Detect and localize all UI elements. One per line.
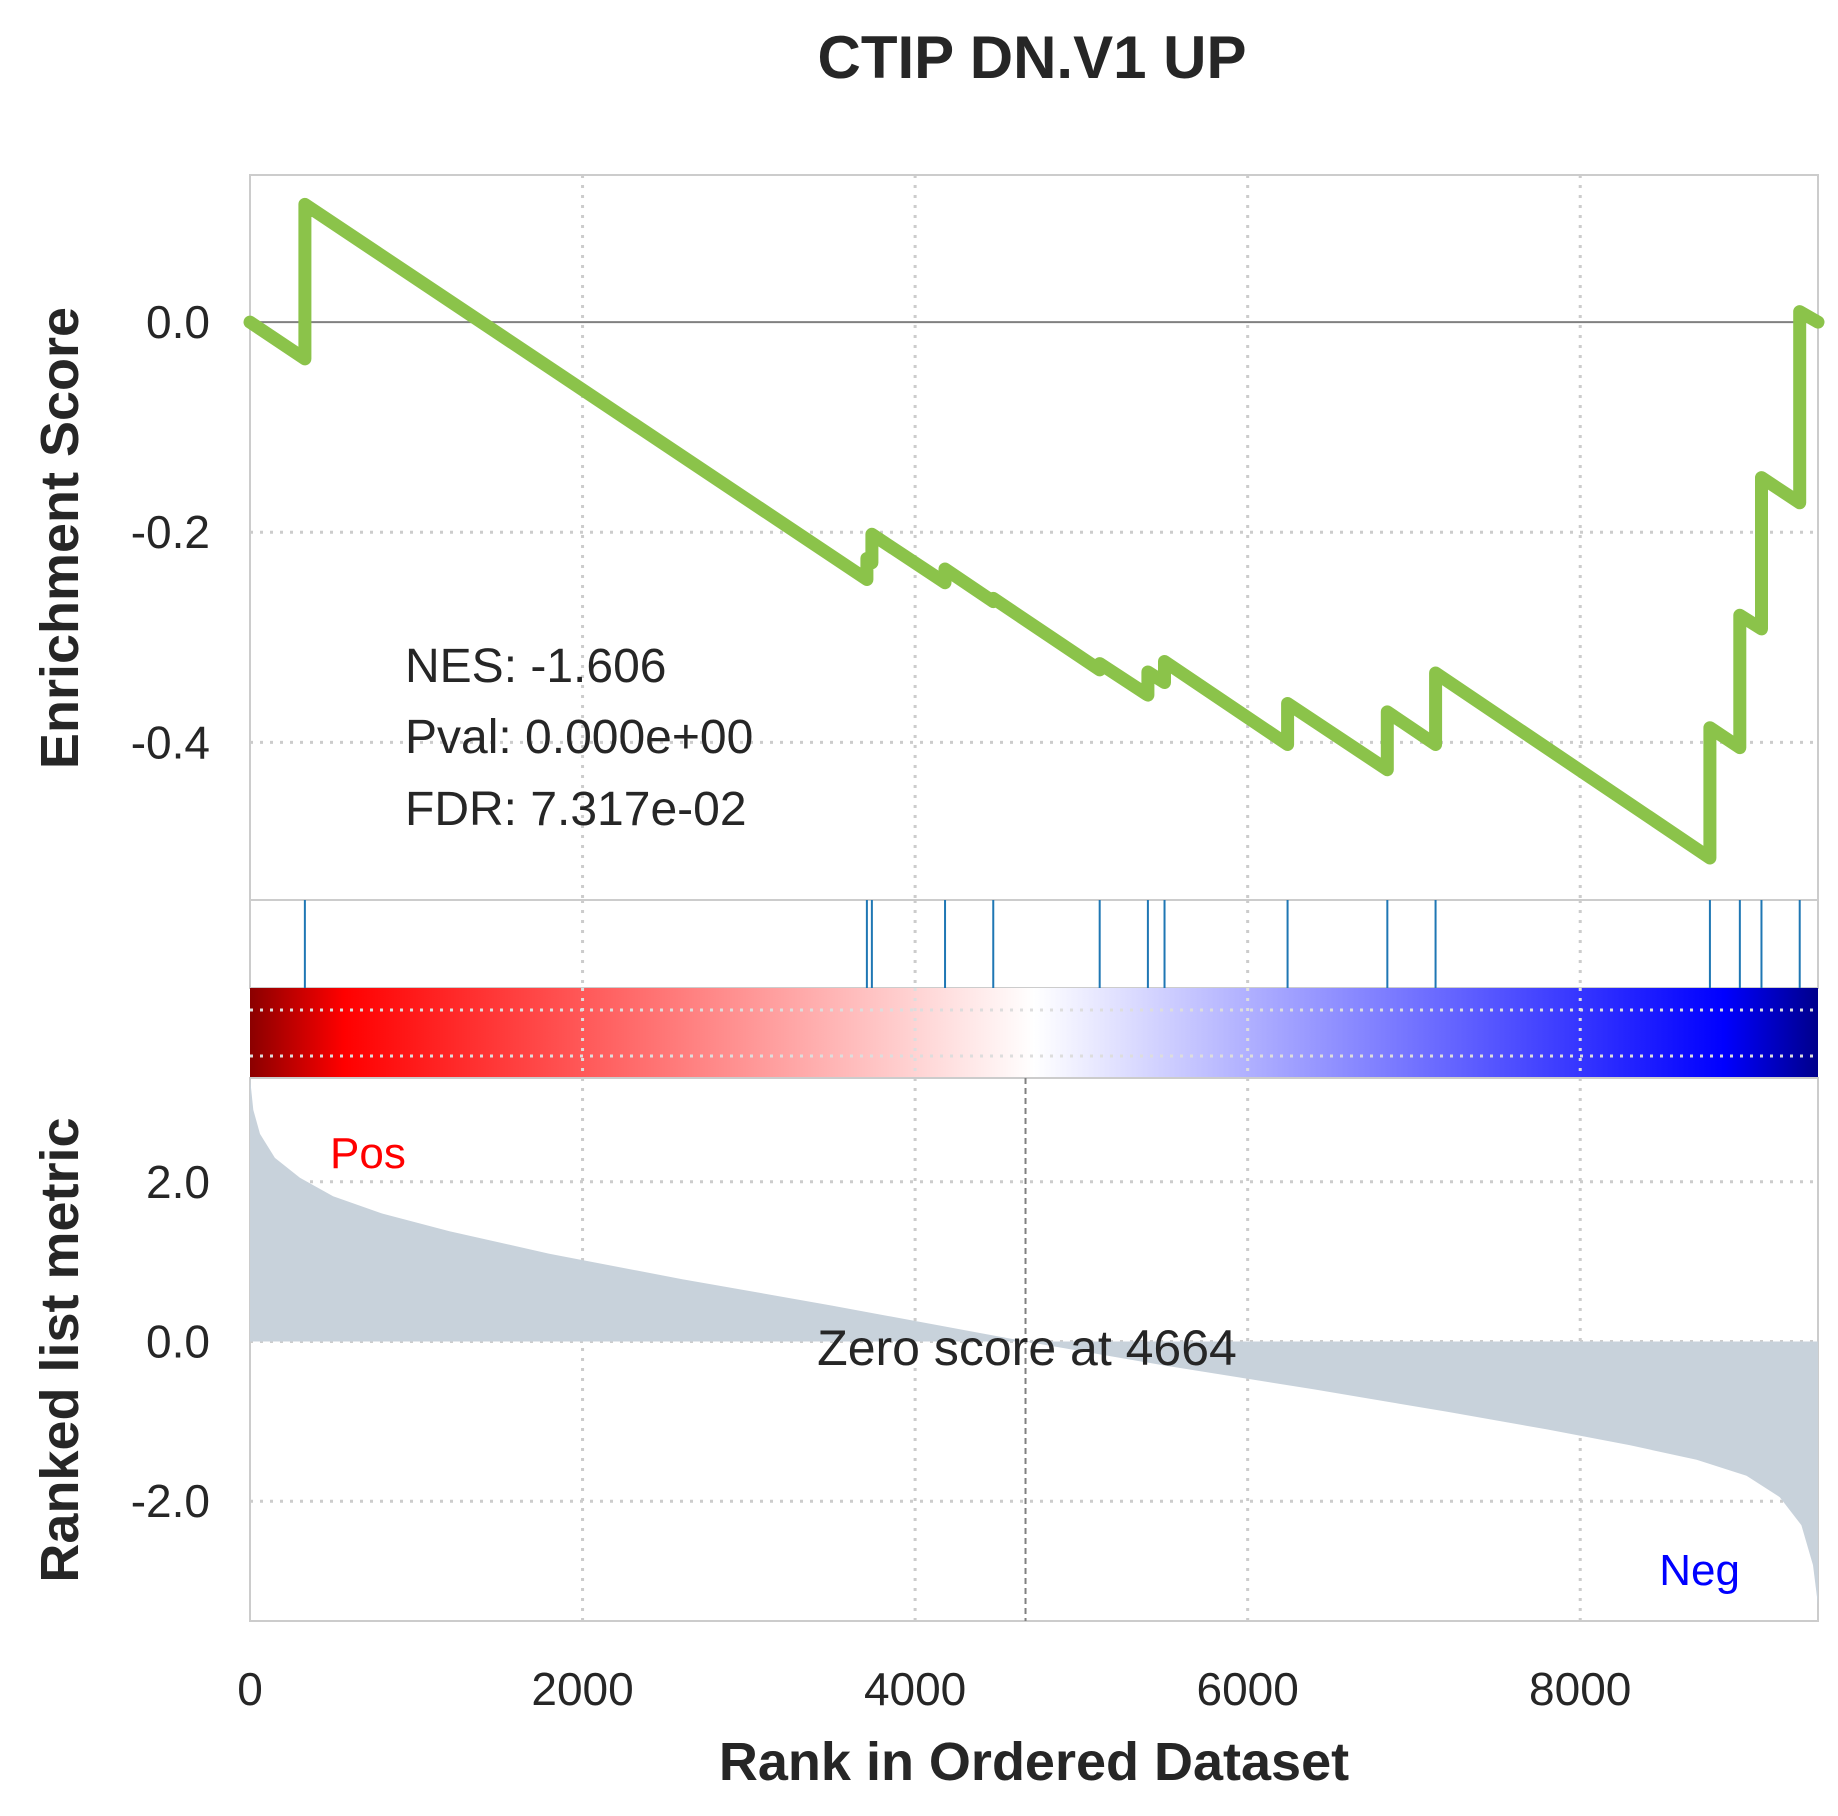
- x-axis-label: Rank in Ordered Dataset: [719, 1732, 1349, 1792]
- x-tick-label: 4000: [864, 1663, 966, 1715]
- colorbar-grid: [250, 988, 1818, 1078]
- top-grid: [250, 175, 1818, 900]
- pos-label: Pos: [330, 1129, 406, 1178]
- ranked-metric-panel: Zero score at 4664 Pos Neg 2.0 0.0 -2.0 Ra…: [30, 1077, 1819, 1622]
- fdr-annotation: FDR: 7.317e-02: [405, 783, 747, 836]
- hits-panel-frame: [249, 899, 1819, 989]
- top-y-ticks: 0.0 -0.2 -0.4: [131, 296, 210, 768]
- y-tick-label: 0.0: [146, 296, 210, 348]
- ranked-metric-area: [250, 1078, 1818, 1605]
- hits-grid: [581, 900, 1582, 988]
- bottom-y-axis-label: Ranked list metric: [30, 1117, 90, 1582]
- neg-label: Neg: [1659, 1546, 1740, 1595]
- x-tick-label: 0: [237, 1663, 263, 1715]
- y-tick-label: -0.4: [131, 716, 210, 768]
- hits-panel: [249, 899, 1819, 989]
- hit-lines: [303, 900, 1801, 988]
- y-tick-label: -2.0: [131, 1475, 210, 1527]
- chart-title: CTIP DN.V1 UP: [818, 24, 1247, 91]
- y-tick-label: -0.2: [131, 506, 210, 558]
- bottom-y-ticks: 2.0 0.0 -2.0: [131, 1156, 210, 1527]
- x-axis-ticks: 0 2000 4000 6000 8000: [237, 1663, 1631, 1715]
- enrichment-score-line: [243, 197, 1825, 865]
- top-y-axis-label: Enrichment Score: [30, 307, 90, 769]
- x-tick-label: 8000: [1529, 1663, 1631, 1715]
- y-tick-label: 2.0: [146, 1156, 210, 1208]
- x-tick-label: 6000: [1196, 1663, 1298, 1715]
- y-tick-label: 0.0: [146, 1316, 210, 1368]
- zero-score-label: Zero score at 4664: [817, 1320, 1237, 1376]
- x-tick-label: 2000: [531, 1663, 633, 1715]
- nes-annotation: NES: -1.606: [405, 640, 666, 693]
- colorbar-gradient: [250, 988, 1818, 1078]
- enrichment-score-panel: 0.0-0.2-0.4 NES: -1.606 Pval: 0.000e+00 …: [30, 174, 1825, 901]
- rank-colorbar: [250, 988, 1818, 1078]
- pval-annotation: Pval: 0.000e+00: [405, 711, 753, 764]
